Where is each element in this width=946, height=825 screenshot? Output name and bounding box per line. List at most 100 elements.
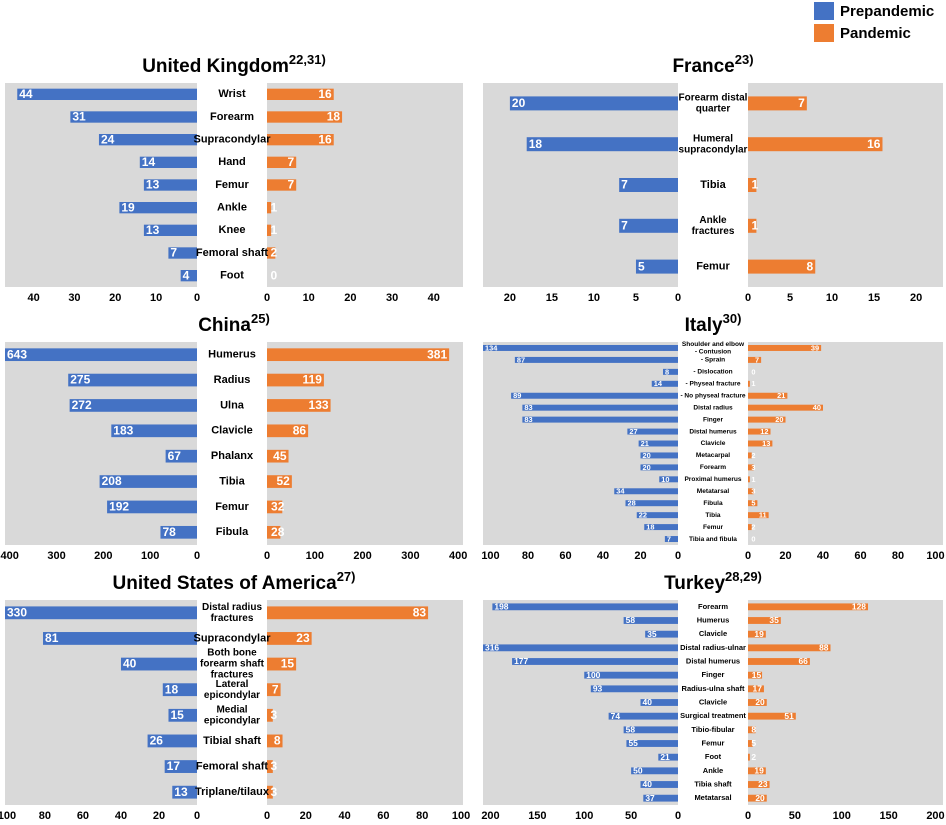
value-label: 44 <box>19 87 33 101</box>
category-label: Ankle <box>217 202 247 214</box>
value-label: 78 <box>162 525 176 539</box>
bar-prepandemic <box>143 224 197 236</box>
category-label: Femur <box>215 501 249 513</box>
bar-pandemic <box>748 658 810 665</box>
x-tick-label: 10 <box>588 292 600 304</box>
category-label: Metatarsal <box>694 793 731 802</box>
value-label: 8 <box>665 367 669 376</box>
x-tick-label: 20 <box>153 810 165 822</box>
category-label: Tibia <box>219 475 245 487</box>
x-tick-label: 100 <box>833 810 851 822</box>
bar-prepandemic <box>664 536 678 543</box>
x-tick-label: 50 <box>789 810 801 822</box>
value-label: 19 <box>754 766 764 776</box>
value-label: 40 <box>813 403 821 412</box>
x-tick-label: 0 <box>675 550 681 562</box>
category-label: epicondylar <box>204 690 260 701</box>
x-tick-label: 0 <box>264 292 270 304</box>
bar-pandemic <box>748 428 771 435</box>
bar-prepandemic <box>111 424 197 438</box>
value-label: 1 <box>271 200 278 214</box>
bar-pandemic <box>748 488 754 495</box>
bar-prepandemic <box>168 708 197 722</box>
bar-prepandemic <box>623 726 678 734</box>
category-label: fractures <box>211 670 254 681</box>
bar-prepandemic <box>180 270 197 282</box>
x-tick-label: 0 <box>264 550 270 562</box>
bar-prepandemic <box>640 781 678 788</box>
bar-pandemic <box>267 785 273 799</box>
value-label: 2 <box>271 246 278 260</box>
bar-pandemic <box>748 685 764 693</box>
x-tick-label: 50 <box>625 810 637 822</box>
value-label: 20 <box>755 697 765 707</box>
x-tick-label: 20 <box>300 810 312 822</box>
value-label: 177 <box>514 656 528 666</box>
category-label: Knee <box>219 224 246 236</box>
category-label: - No physeal fracture <box>680 392 745 399</box>
bar-prepandemic <box>526 137 678 152</box>
category-label: Foot <box>220 270 244 282</box>
bar-pandemic <box>748 259 816 274</box>
value-label: 16 <box>318 87 332 101</box>
category-label: epicondylar <box>204 715 260 726</box>
bar-prepandemic <box>512 658 678 665</box>
category-label: Distal radius-ulnar <box>680 643 746 652</box>
value-label: 330 <box>7 605 27 619</box>
bar-prepandemic <box>69 399 197 412</box>
bar-prepandemic <box>619 178 678 192</box>
bar-prepandemic <box>5 348 197 362</box>
category-label: Tibial shaft <box>203 735 261 747</box>
chart-title: United Kingdom22,31) <box>142 52 326 77</box>
x-tick-label: 100 <box>141 550 159 562</box>
category-label: - Physeal fracture <box>686 381 741 388</box>
bar-prepandemic <box>70 111 197 123</box>
bar-prepandemic <box>635 259 678 274</box>
category-label: Femur <box>696 261 730 273</box>
bar-pandemic <box>748 671 763 679</box>
value-label: 15 <box>170 708 184 722</box>
value-label: 3 <box>271 785 278 799</box>
category-label: Forearm <box>210 111 254 123</box>
value-label: 19 <box>754 629 764 639</box>
bar-prepandemic <box>107 500 197 514</box>
category-label: Triplane/tilaux <box>195 786 270 798</box>
bar-prepandemic <box>636 512 678 519</box>
value-label: 74 <box>611 711 621 721</box>
bar-pandemic <box>267 348 450 362</box>
category-label: Supracondylar <box>193 134 271 146</box>
x-tick-label: 40 <box>597 550 609 562</box>
bar-pandemic <box>748 603 868 611</box>
category-label: Finger <box>702 670 725 679</box>
bar-pandemic <box>748 767 766 775</box>
category-label: Forearm <box>700 464 726 471</box>
bar-pandemic <box>267 134 334 146</box>
value-label: 23 <box>758 779 768 789</box>
title-superscript: 25) <box>251 311 270 326</box>
value-label: 18 <box>327 110 341 124</box>
bar-prepandemic <box>631 767 678 775</box>
bar-pandemic <box>748 380 750 387</box>
value-label: 83 <box>524 403 532 412</box>
value-label: 14 <box>654 379 663 388</box>
x-tick-label: 0 <box>264 810 270 822</box>
value-label: 12 <box>760 427 768 436</box>
bar-pandemic <box>748 392 788 399</box>
x-tick-label: 400 <box>1 550 19 562</box>
x-tick-label: 100 <box>481 550 499 562</box>
bar-pandemic <box>267 606 429 620</box>
category-label: Metacarpal <box>696 452 730 459</box>
bar-pandemic <box>267 202 272 214</box>
category-label: Finger <box>703 416 723 423</box>
value-label: 26 <box>150 734 164 748</box>
category-label: Femoral shaft <box>196 247 268 259</box>
value-label: 21 <box>777 391 785 400</box>
category-label: - Sprain <box>701 357 725 364</box>
bar-pandemic <box>267 179 297 191</box>
title-superscript: 30) <box>723 311 742 326</box>
category-label: Femur <box>215 179 249 191</box>
bar-pandemic <box>748 356 762 363</box>
x-tick-label: 10 <box>303 292 315 304</box>
